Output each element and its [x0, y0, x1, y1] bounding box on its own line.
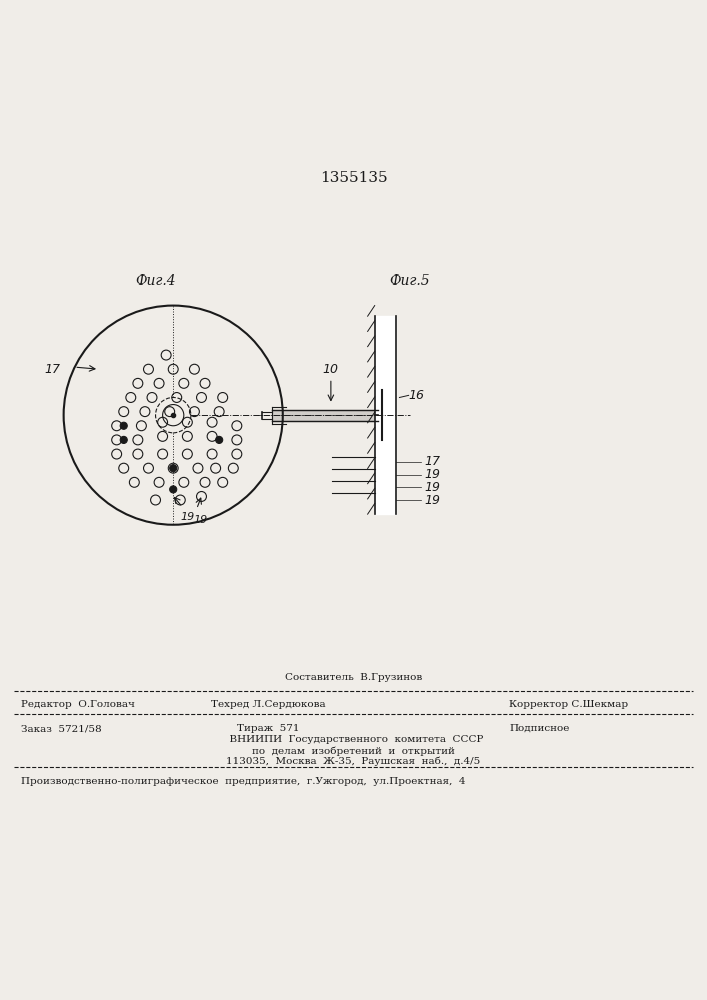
Circle shape	[216, 436, 223, 443]
Text: Фиг.5: Фиг.5	[390, 274, 431, 288]
Text: 19: 19	[424, 481, 440, 494]
Text: 16: 16	[409, 389, 425, 402]
Text: Редактор  О.Головач: Редактор О.Головач	[21, 700, 135, 709]
Text: Тираж  571: Тираж 571	[238, 724, 300, 733]
Text: 17: 17	[44, 363, 60, 376]
Text: 19: 19	[424, 468, 440, 481]
Text: Техред Л.Сердюкова: Техред Л.Сердюкова	[211, 700, 326, 709]
Text: Подписное: Подписное	[509, 724, 569, 733]
Text: Корректор С.Шекмар: Корректор С.Шекмар	[509, 700, 628, 709]
Text: Производственно-полиграфическое  предприятие,  г.Ужгород,  ул.Проектная,  4: Производственно-полиграфическое предприя…	[21, 777, 466, 786]
Text: 10: 10	[323, 363, 339, 376]
Text: 113035,  Москва  Ж-35,  Раушская  наб.,  д.4/5: 113035, Москва Ж-35, Раушская наб., д.4/…	[226, 757, 481, 766]
Circle shape	[170, 486, 177, 493]
Text: 19: 19	[194, 515, 208, 525]
Text: 19: 19	[424, 493, 440, 506]
Text: Заказ  5721/58: Заказ 5721/58	[21, 724, 102, 733]
Circle shape	[120, 422, 127, 429]
Text: Составитель  В.Грузинов: Составитель В.Грузинов	[285, 673, 422, 682]
Text: 17: 17	[424, 455, 440, 468]
Text: ВНИИПИ  Государственного  комитета  СССР: ВНИИПИ Государственного комитета СССР	[223, 735, 484, 744]
Text: 19: 19	[180, 512, 194, 522]
Circle shape	[170, 465, 177, 472]
Circle shape	[120, 436, 127, 443]
Text: по  делам  изобретений  и  открытий: по делам изобретений и открытий	[252, 746, 455, 756]
Text: Фиг.4: Фиг.4	[135, 274, 176, 288]
Text: 1355135: 1355135	[320, 171, 387, 185]
